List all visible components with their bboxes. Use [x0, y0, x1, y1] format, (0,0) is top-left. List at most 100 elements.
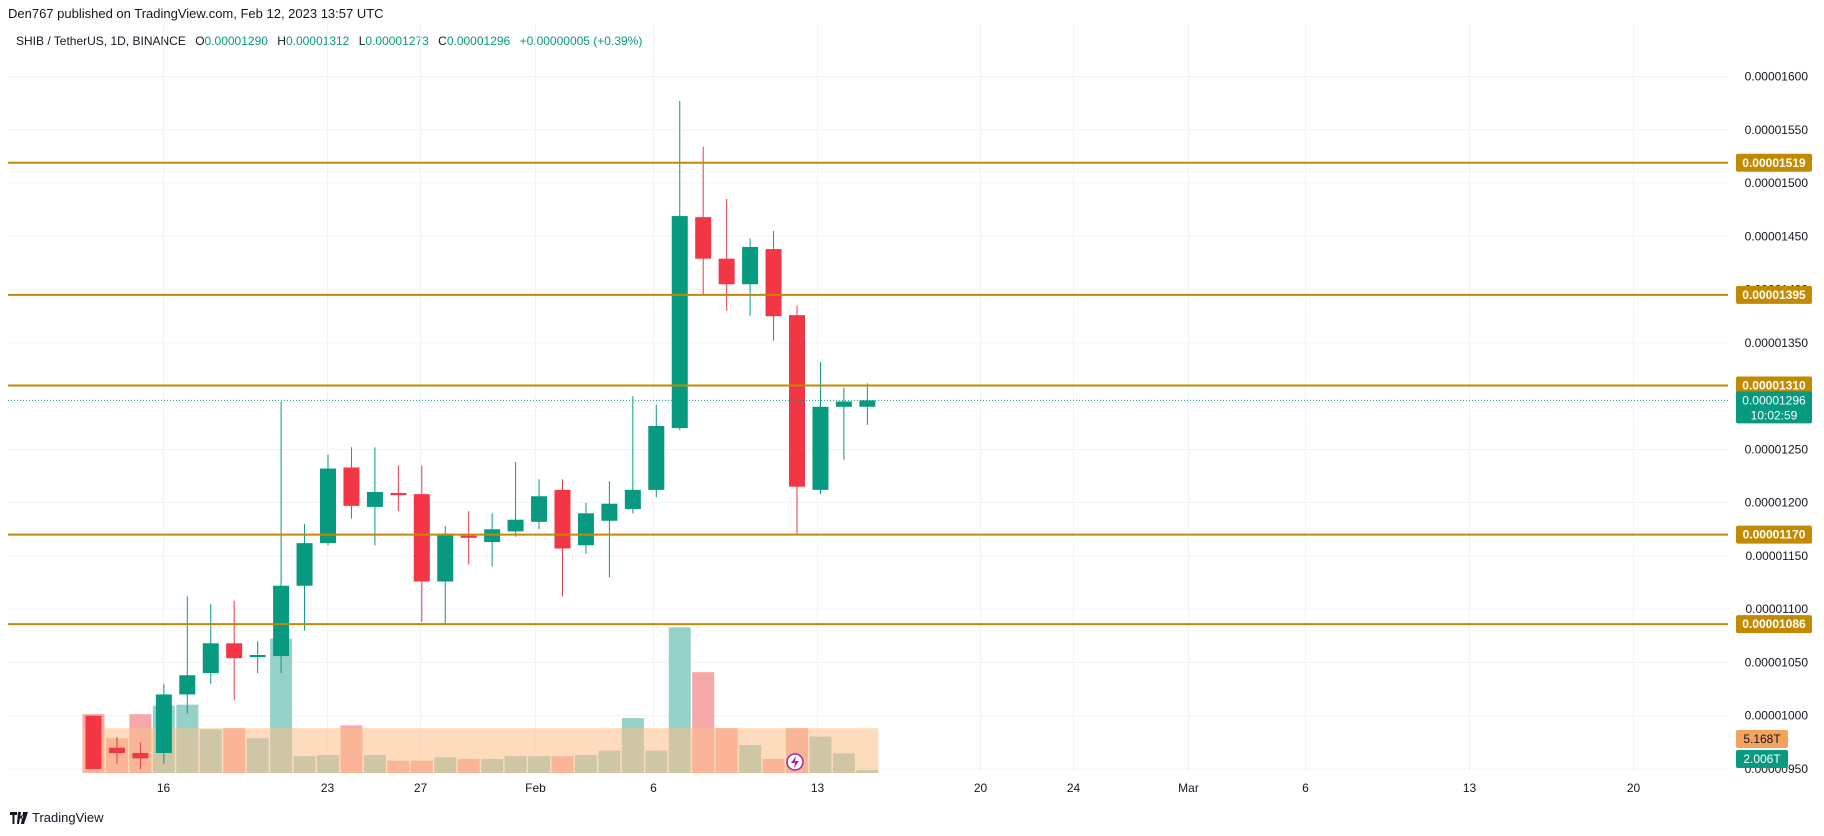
candle-body [531, 496, 548, 522]
level-badge-bg [1736, 153, 1812, 172]
horizontal-levels [8, 161, 1728, 626]
candle-body [226, 643, 243, 659]
time-tick-label: Feb [525, 781, 546, 795]
time-tick-label: 6 [650, 781, 657, 795]
close-label: C [438, 34, 447, 48]
candle [601, 481, 618, 578]
high-value: 0.00001312 [285, 34, 350, 48]
candle [695, 146, 712, 295]
time-tick-label: 20 [1627, 781, 1641, 795]
candle-body [202, 643, 219, 674]
time-tick-label: 24 [1067, 781, 1081, 795]
candles [85, 101, 876, 769]
candle [718, 199, 735, 311]
level-badge: 0.00001519 [1736, 153, 1812, 172]
candle [742, 238, 759, 317]
candle-body [390, 493, 407, 496]
candle [366, 447, 383, 546]
time-tick-label: 13 [1463, 781, 1477, 795]
level-badge-label: 0.00001310 [1742, 378, 1806, 392]
candle-body [366, 492, 383, 507]
candle-body [296, 543, 313, 586]
open-label: O [195, 34, 205, 48]
level-badge: 0.00001395 [1736, 285, 1812, 304]
candle-body [85, 715, 102, 769]
candle-body [742, 246, 759, 285]
last-price-bg [1736, 391, 1812, 424]
candle-body [601, 503, 618, 521]
level-badge-bg [1736, 285, 1812, 304]
close-value: 0.00001296 [446, 34, 511, 48]
candle-body [155, 694, 172, 754]
candle [812, 362, 829, 495]
grid-lines [8, 24, 1728, 773]
level-badge-bg [1736, 376, 1812, 395]
symbol-label[interactable]: SHIB / TetherUS, 1D, BINANCE [16, 34, 186, 48]
candle-body [460, 535, 477, 538]
ohlc-legend: SHIB / TetherUS, 1D, BINANCE O0.00001290… [16, 34, 642, 48]
price-tick-label: 0.00001100 [1745, 602, 1808, 616]
candle [531, 479, 548, 530]
candle-body [789, 315, 805, 487]
candle [413, 465, 430, 622]
level-badge-label: 0.00001086 [1742, 617, 1806, 631]
volume-last-badge-label: 2.006T [1743, 752, 1781, 766]
candle [671, 101, 688, 431]
countdown-label: 10:02:59 [1751, 408, 1798, 422]
price-tick-label: 0.00001250 [1745, 442, 1809, 456]
volume-ma-badge-bg [1736, 730, 1788, 748]
candle [320, 454, 336, 546]
volume-last-badge-bg [1736, 750, 1788, 768]
price-tick-label: 0.00001450 [1745, 229, 1809, 243]
candle-body [179, 675, 196, 695]
candle-body [413, 494, 430, 582]
candle-body [554, 489, 571, 549]
time-tick-label: Mar [1178, 781, 1199, 795]
level-badge: 0.00001086 [1736, 615, 1812, 634]
price-tick-label: 0.00001350 [1745, 336, 1809, 350]
time-tick-label: 23 [321, 781, 335, 795]
price-tick-label: 0.00001600 [1745, 70, 1809, 84]
tradingview-logo-icon [10, 811, 28, 824]
lightning-icon[interactable] [786, 753, 804, 771]
candle [85, 715, 102, 769]
price-tick-label: 0.00001500 [1745, 176, 1809, 190]
time-tick-label: 6 [1302, 781, 1309, 795]
high-label: H [277, 34, 286, 48]
level-badge-bg [1736, 525, 1812, 544]
price-tick-label: 0.00001550 [1745, 123, 1809, 137]
tradingview-brand[interactable]: TradingView [10, 810, 104, 825]
low-label: L [358, 34, 366, 48]
price-tick-label: 0.00001150 [1745, 549, 1808, 563]
level-badge-label: 0.00001170 [1743, 528, 1806, 542]
candle [577, 502, 594, 554]
candle [273, 401, 290, 674]
time-axis: 16 23 27 Feb 6 13 20 24 Mar 6 13 20 [157, 781, 1641, 795]
candle-body [343, 467, 360, 506]
candle-body [648, 425, 665, 490]
volume-last-badge: 2.006T [1736, 750, 1788, 768]
level-badge-bg [1736, 615, 1812, 634]
level-badge: 0.00001310 [1736, 376, 1812, 395]
price-axis: 0.00001600 0.00001550 0.00001500 0.00001450… [1736, 70, 1812, 776]
level-badge-label: 0.00001519 [1742, 156, 1806, 170]
candle-body [695, 217, 712, 259]
last-price-label: 0.00001296 [1742, 393, 1806, 407]
time-tick-label: 16 [157, 781, 171, 795]
candle [648, 404, 665, 498]
candle [437, 526, 454, 624]
candle-body [320, 468, 336, 544]
candle [343, 447, 360, 519]
candle-body [577, 513, 594, 546]
candle [108, 737, 125, 764]
candle-body [484, 529, 501, 543]
candle [155, 683, 172, 764]
candle [624, 396, 641, 514]
level-badge: 0.00001170 [1736, 525, 1812, 544]
candle [202, 603, 219, 684]
candle [765, 230, 782, 341]
time-tick-label: 20 [974, 781, 988, 795]
time-tick-label: 27 [414, 781, 428, 795]
candle-body [437, 533, 454, 582]
